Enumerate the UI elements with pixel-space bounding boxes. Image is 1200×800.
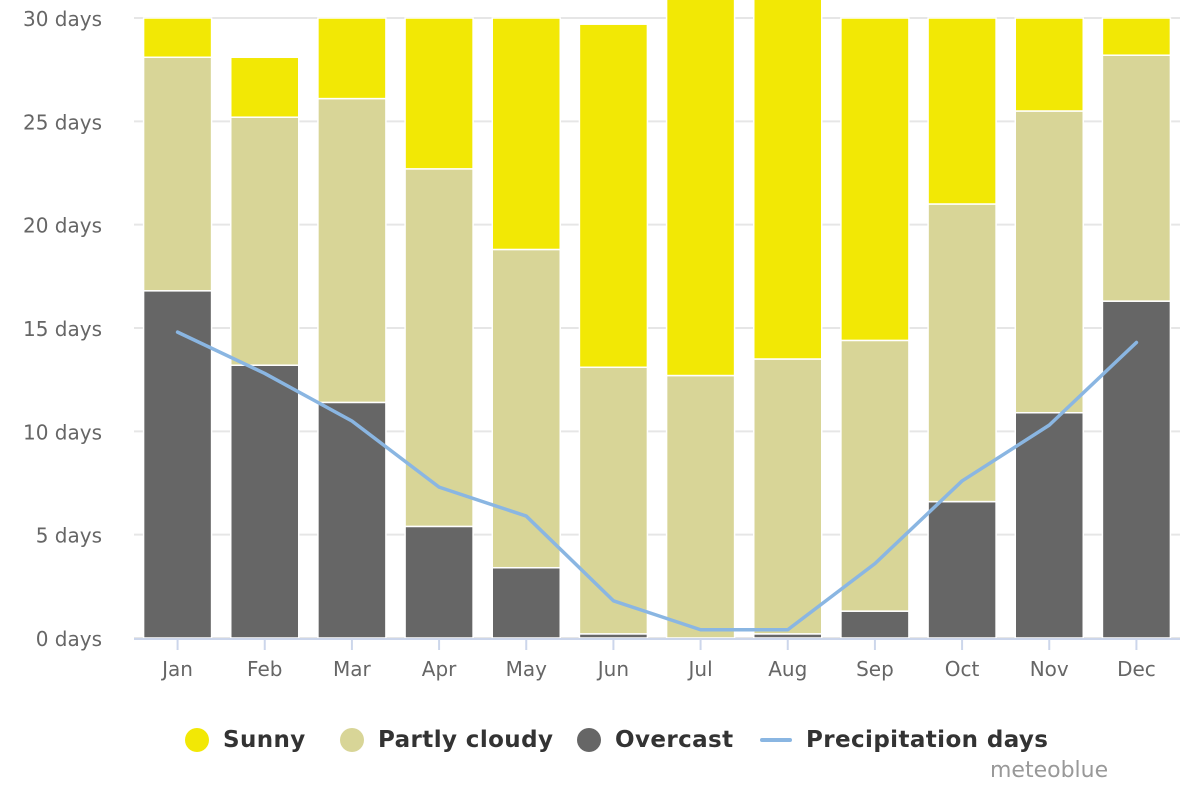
- x-tick-label: Aug: [768, 657, 807, 681]
- bar-partly-cloudy: [665, 374, 736, 639]
- bar-partly-cloudy: [142, 56, 213, 292]
- x-tick-label: Jun: [596, 657, 629, 681]
- bar-sunny: [1014, 17, 1084, 112]
- y-tick-label: 10 days: [23, 420, 102, 444]
- y-tick-label: 25 days: [23, 110, 102, 134]
- bar-overcast: [1014, 411, 1084, 639]
- x-tick-label: Nov: [1030, 657, 1069, 681]
- legend-partly-cloudy-label: Partly cloudy: [378, 727, 554, 753]
- bar-overcast: [317, 401, 387, 639]
- x-tick-label: Jul: [687, 657, 713, 681]
- bar-partly-cloudy: [927, 203, 997, 503]
- bar-partly-cloudy: [491, 248, 561, 569]
- bar-overcast: [404, 525, 474, 639]
- legend-item-sunny[interactable]: Sunny: [185, 722, 306, 758]
- y-tick-label: 15 days: [23, 317, 102, 341]
- x-tick-label: Mar: [333, 657, 372, 681]
- bar-overcast: [230, 364, 300, 639]
- bar-sunny: [840, 17, 910, 342]
- bar-sunny: [404, 17, 474, 170]
- bar-partly-cloudy: [753, 358, 823, 635]
- bar-partly-cloudy: [1014, 110, 1084, 414]
- x-tick-label: Dec: [1117, 657, 1156, 681]
- y-tick-label: 0 days: [36, 627, 102, 651]
- bar-sunny: [491, 17, 561, 251]
- x-tick-label: Apr: [422, 657, 457, 681]
- bar-overcast: [491, 566, 561, 639]
- y-tick-label: 30 days: [23, 7, 102, 31]
- legend-item-partly-cloudy[interactable]: Partly cloudy: [340, 722, 553, 758]
- x-tick-label: Jan: [160, 657, 193, 681]
- legend-partly-cloudy-swatch: [340, 728, 364, 752]
- bar-sunny: [665, 0, 736, 377]
- legend-sunny-label: Sunny: [223, 727, 306, 753]
- legend-precipitation-swatch: [760, 738, 792, 742]
- legend-overcast-label: Overcast: [615, 727, 734, 753]
- precipitation-line: [175, 330, 1139, 632]
- bar-overcast: [927, 500, 997, 639]
- bar-partly-cloudy: [1101, 54, 1172, 302]
- bar-sunny: [230, 56, 300, 118]
- legend-item-overcast[interactable]: Overcast: [577, 722, 734, 758]
- stacked-bar-chart: 0 days 5 days 10 days 15 days 20 days 25 days…: [23, 0, 1180, 681]
- bar-partly-cloudy: [578, 366, 649, 635]
- x-tick-label: Feb: [247, 657, 282, 681]
- bar-sunny: [317, 17, 387, 100]
- legend-overcast-swatch: [577, 728, 601, 752]
- y-tick-label: 5 days: [36, 524, 102, 548]
- x-tick-label: May: [506, 657, 548, 681]
- bar-sunny: [927, 17, 997, 205]
- x-tick-label: Oct: [945, 657, 980, 681]
- bar-overcast: [1101, 300, 1172, 639]
- legend-precipitation-label: Precipitation days: [806, 727, 1049, 753]
- credit-text: meteoblue: [990, 758, 1109, 783]
- bar-partly-cloudy: [404, 168, 474, 528]
- bar-sunny: [1101, 17, 1172, 56]
- bar-sunny: [753, 0, 823, 360]
- bar-overcast: [840, 610, 910, 639]
- x-tick-label: Sep: [856, 657, 894, 681]
- bar-sunny: [578, 23, 649, 369]
- y-tick-label: 20 days: [23, 214, 102, 238]
- legend-item-precipitation[interactable]: Precipitation days: [760, 722, 1048, 758]
- bar-partly-cloudy: [230, 116, 300, 366]
- chart-legend: Sunny Partly cloudy Overcast Precipitati…: [0, 722, 1200, 758]
- bar-partly-cloudy: [317, 97, 387, 404]
- bar-partly-cloudy: [840, 339, 910, 612]
- bar-sunny: [142, 17, 213, 59]
- legend-sunny-swatch: [185, 728, 209, 752]
